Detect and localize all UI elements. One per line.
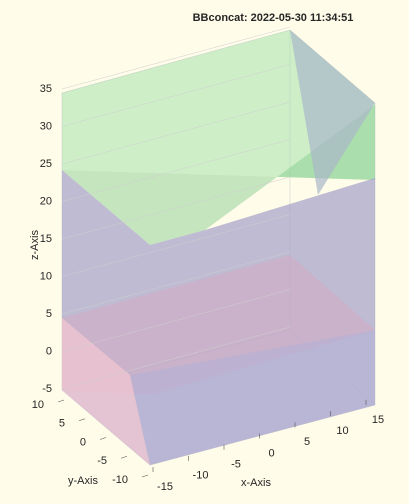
x-tick-label: 5 — [304, 436, 310, 448]
z-tick-label: 15 — [40, 233, 52, 245]
tick-mark — [57, 399, 65, 403]
grid-line — [61, 251, 291, 315]
z-tick-label: 25 — [40, 158, 52, 170]
grid-line — [61, 64, 291, 127]
y-tick-label: -10 — [112, 474, 128, 486]
y-tick-label: 0 — [80, 436, 86, 448]
x-tick-label: -10 — [193, 470, 209, 482]
pink-face — [62, 255, 375, 395]
x-axis-label: x-Axis — [241, 477, 271, 489]
grid-line — [61, 176, 291, 240]
green-face — [62, 105, 375, 245]
tick-mark — [120, 455, 128, 459]
x-tick-label: 15 — [372, 414, 384, 426]
side-face — [290, 30, 375, 195]
x-tick-label: 10 — [336, 425, 348, 437]
grid-line — [61, 214, 291, 277]
tick-mark — [99, 437, 107, 440]
z-axis-label: z-Axis — [29, 230, 41, 260]
z-tick-label: 0 — [46, 345, 52, 357]
z-tick-label: 35 — [40, 83, 52, 95]
y-tick-label: -5 — [97, 455, 107, 467]
y-axis-label: y-Axis — [68, 475, 98, 487]
grid-line — [61, 101, 291, 165]
floor-face — [130, 330, 375, 465]
z-tick-label: 20 — [40, 195, 52, 207]
tick-mark — [78, 418, 86, 422]
z-tick-label: -5 — [42, 383, 52, 395]
grid-line — [61, 289, 291, 352]
grid-line — [61, 139, 291, 202]
chart-title: BBconcat: 2022-05-30 11:34:51 — [193, 12, 354, 24]
z-tick-label: 10 — [40, 270, 52, 282]
z-tick-label: 5 — [46, 308, 52, 320]
grid-line — [61, 326, 291, 390]
x-tick-label: -15 — [157, 481, 173, 493]
tick-mark — [141, 474, 149, 478]
z-tick-label: 30 — [40, 120, 52, 132]
pink-box — [62, 318, 150, 465]
y-tick-label: 10 — [32, 399, 44, 411]
x-tick-label: -5 — [231, 459, 241, 471]
y-tick-label: 5 — [59, 418, 65, 430]
boxes — [62, 30, 375, 465]
x-tick-label: 0 — [268, 447, 274, 459]
grid-line — [61, 26, 291, 90]
